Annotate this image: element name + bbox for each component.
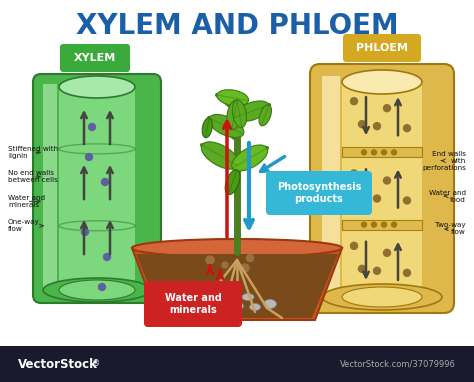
Circle shape	[392, 222, 396, 227]
Ellipse shape	[202, 118, 212, 138]
Ellipse shape	[242, 293, 254, 301]
Circle shape	[99, 283, 106, 290]
Circle shape	[358, 265, 365, 272]
Ellipse shape	[235, 101, 269, 121]
FancyBboxPatch shape	[144, 281, 242, 327]
Circle shape	[383, 177, 391, 184]
Ellipse shape	[259, 105, 272, 126]
FancyBboxPatch shape	[310, 64, 454, 313]
Text: End walls
with
perforations: End walls with perforations	[422, 151, 466, 171]
Ellipse shape	[230, 302, 244, 310]
Circle shape	[403, 197, 410, 204]
Polygon shape	[136, 254, 338, 318]
Circle shape	[358, 193, 365, 200]
Circle shape	[350, 242, 357, 249]
Text: VectorStock: VectorStock	[18, 358, 98, 371]
Circle shape	[403, 269, 410, 276]
Bar	[43, 84, 57, 293]
Circle shape	[222, 262, 228, 268]
Ellipse shape	[342, 287, 422, 307]
Ellipse shape	[193, 301, 207, 309]
Circle shape	[241, 264, 249, 272]
Circle shape	[246, 254, 254, 262]
Ellipse shape	[59, 76, 135, 98]
FancyBboxPatch shape	[33, 74, 161, 303]
Text: Water and
minerals: Water and minerals	[8, 195, 45, 208]
Bar	[59, 87, 135, 290]
FancyBboxPatch shape	[343, 34, 421, 62]
Ellipse shape	[226, 292, 235, 298]
Ellipse shape	[201, 142, 239, 169]
Bar	[0, 346, 474, 382]
Bar	[137, 84, 151, 293]
Text: XYLEM AND PHLOEM: XYLEM AND PHLOEM	[76, 12, 398, 40]
FancyBboxPatch shape	[60, 44, 130, 72]
Text: One-way
flow: One-way flow	[8, 219, 43, 232]
Text: No end walls
between cells: No end walls between cells	[8, 170, 58, 183]
Text: PHLOEM: PHLOEM	[356, 43, 408, 53]
Circle shape	[382, 150, 386, 155]
Ellipse shape	[209, 115, 244, 138]
Circle shape	[362, 150, 366, 155]
Text: Stiffened with
lignin: Stiffened with lignin	[8, 146, 58, 159]
Circle shape	[383, 249, 391, 256]
Ellipse shape	[264, 299, 276, 309]
Text: Photosynthesis
products: Photosynthesis products	[277, 182, 361, 204]
Ellipse shape	[217, 90, 248, 106]
Ellipse shape	[322, 284, 442, 310]
Ellipse shape	[227, 100, 242, 129]
Circle shape	[383, 105, 391, 112]
Circle shape	[350, 170, 357, 177]
Circle shape	[350, 98, 357, 105]
Bar	[342, 80, 422, 297]
Ellipse shape	[225, 170, 240, 194]
Ellipse shape	[43, 278, 151, 302]
Ellipse shape	[205, 295, 215, 301]
Circle shape	[362, 222, 366, 227]
Bar	[342, 147, 422, 157]
Bar	[342, 220, 422, 230]
Circle shape	[358, 121, 365, 128]
FancyBboxPatch shape	[266, 171, 372, 215]
Circle shape	[374, 123, 381, 129]
Text: Two-way
flow: Two-way flow	[436, 222, 466, 235]
Text: Water and
food: Water and food	[429, 189, 466, 202]
Polygon shape	[132, 248, 342, 320]
Text: VectorStock.com/37079996: VectorStock.com/37079996	[340, 359, 456, 369]
Ellipse shape	[214, 304, 226, 312]
Ellipse shape	[59, 280, 135, 300]
Ellipse shape	[249, 304, 261, 311]
Circle shape	[206, 256, 214, 264]
Circle shape	[382, 222, 386, 227]
Ellipse shape	[342, 70, 422, 94]
Circle shape	[103, 254, 110, 261]
Text: Water and
minerals: Water and minerals	[164, 293, 221, 315]
Circle shape	[403, 125, 410, 132]
Circle shape	[101, 178, 109, 186]
Ellipse shape	[232, 145, 268, 171]
Text: ®: ®	[92, 359, 100, 369]
Circle shape	[82, 228, 89, 235]
Circle shape	[89, 123, 95, 131]
Ellipse shape	[132, 239, 342, 257]
Circle shape	[372, 222, 376, 227]
Text: XYLEM: XYLEM	[74, 53, 116, 63]
Circle shape	[374, 195, 381, 202]
Circle shape	[372, 150, 376, 155]
Bar	[322, 76, 340, 301]
Bar	[424, 76, 442, 301]
Circle shape	[374, 267, 381, 274]
Circle shape	[85, 154, 92, 160]
Ellipse shape	[232, 100, 246, 128]
Circle shape	[392, 150, 396, 155]
